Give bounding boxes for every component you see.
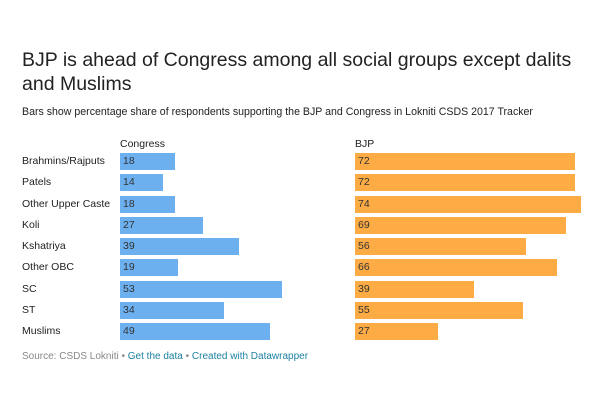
bjp-bar xyxy=(355,301,524,319)
category-label: Muslims xyxy=(22,325,61,337)
category-label: Patels xyxy=(22,176,52,189)
congress-value-label: 53 xyxy=(123,282,135,295)
bjp-value-label: 27 xyxy=(358,325,370,337)
bjp-value-label: 39 xyxy=(358,282,370,295)
congress-value-label: 18 xyxy=(123,155,135,167)
congress-value-label: 18 xyxy=(123,197,135,210)
bjp-bar xyxy=(355,195,582,213)
category-label: SC xyxy=(22,282,37,295)
separator: • xyxy=(118,351,128,362)
bjp-bar xyxy=(355,280,475,298)
bjp-bar xyxy=(355,259,557,277)
congress-bar xyxy=(120,323,270,340)
congress-bar xyxy=(120,174,163,192)
datawrapper-link[interactable]: Created with Datawrapper xyxy=(191,351,309,362)
congress-value-label: 39 xyxy=(123,240,135,252)
congress-bar xyxy=(120,238,240,255)
bjp-value-label: 72 xyxy=(358,176,370,189)
congress-bar xyxy=(120,280,283,298)
category-label: ST xyxy=(22,303,36,316)
congress-value-label: 19 xyxy=(123,261,135,274)
category-label: Brahmins/Rajputs xyxy=(22,155,105,167)
bjp-bar xyxy=(355,174,576,192)
chart-subtitle: Bars show percentage share of respondent… xyxy=(22,106,533,118)
category-label: Kshatriya xyxy=(22,240,66,252)
source-text: Source: CSDS Lokniti xyxy=(22,351,119,362)
chart-title: BJP is ahead of Congress among all socia… xyxy=(22,49,572,95)
bjp-value-label: 69 xyxy=(358,218,370,231)
congress-bar xyxy=(120,153,176,170)
congress-column-header: Congress xyxy=(120,138,165,150)
get-data-link[interactable]: Get the data xyxy=(127,351,183,362)
bjp-value-label: 66 xyxy=(358,261,370,274)
bjp-column-header: BJP xyxy=(355,138,375,150)
bjp-value-label: 74 xyxy=(358,197,370,210)
congress-value-label: 27 xyxy=(123,218,135,231)
congress-value-label: 34 xyxy=(123,303,135,316)
bjp-value-label: 55 xyxy=(358,303,370,316)
congress-value-label: 49 xyxy=(123,325,135,337)
bjp-value-label: 72 xyxy=(358,155,370,167)
bjp-bar xyxy=(355,153,576,170)
congress-bar xyxy=(120,259,179,277)
congress-bar xyxy=(120,216,203,234)
separator: • xyxy=(182,351,192,362)
congress-bar xyxy=(120,195,176,213)
bjp-bar xyxy=(355,216,567,234)
category-label: Koli xyxy=(22,218,40,231)
source-line: Source: CSDS Lokniti • Get the data • Cr… xyxy=(22,351,308,362)
category-label: Other OBC xyxy=(22,261,74,274)
congress-bar xyxy=(120,301,225,319)
bjp-bar xyxy=(355,323,438,340)
bjp-value-label: 56 xyxy=(358,240,370,252)
category-label: Other Upper Caste xyxy=(22,197,111,210)
congress-value-label: 14 xyxy=(123,176,135,189)
bjp-bar xyxy=(355,238,527,255)
